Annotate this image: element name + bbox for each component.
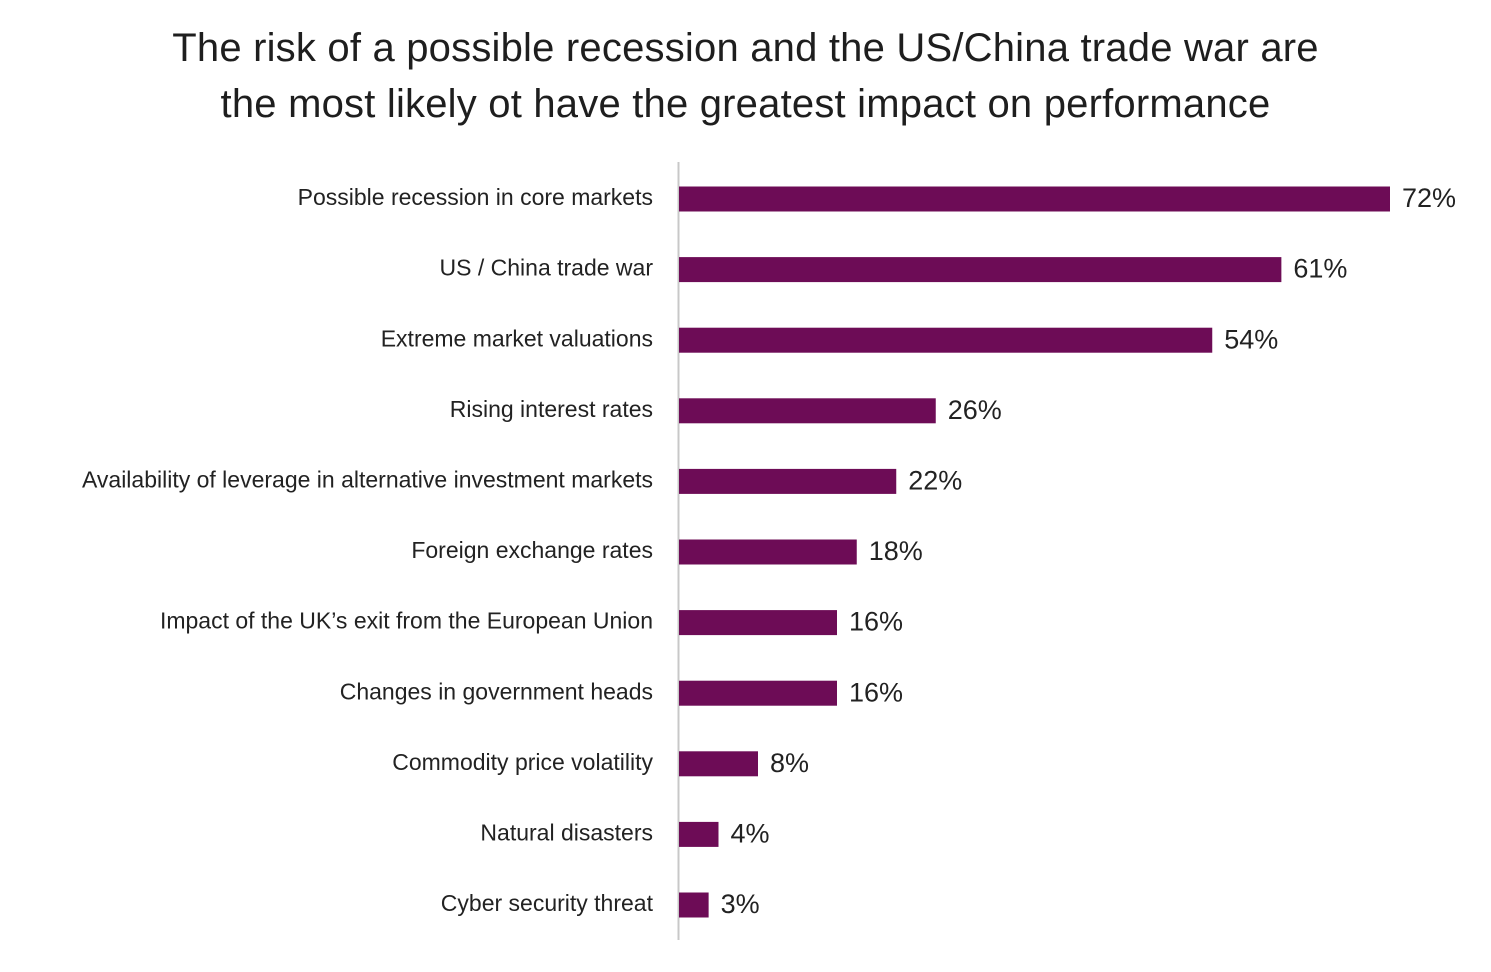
category-label-4: Rising interest rates xyxy=(450,396,653,422)
category-labels-group: Possible recession in core markets US / C… xyxy=(82,184,654,916)
value-label-7: 16% xyxy=(849,607,903,637)
value-labels-group: 72% 61% 54% 26% 22% 18% 16% 16% 8% 4% 3% xyxy=(721,183,1456,919)
bar-8 xyxy=(679,680,837,706)
bars-group xyxy=(679,186,1390,918)
bar-2 xyxy=(679,257,1282,283)
chart-title-line-1: The risk of a possible recession and the… xyxy=(172,26,1319,70)
value-label-1: 72% xyxy=(1402,183,1456,213)
value-label-10: 4% xyxy=(731,819,770,849)
category-label-7: Impact of the UK’s exit from the Europea… xyxy=(160,608,653,634)
bar-6 xyxy=(679,539,857,565)
category-label-2: US / China trade war xyxy=(440,255,654,281)
category-label-3: Extreme market valuations xyxy=(381,325,653,351)
category-label-11: Cyber security threat xyxy=(441,890,654,916)
category-label-6: Foreign exchange rates xyxy=(411,537,653,563)
value-label-9: 8% xyxy=(770,748,809,778)
bar-10 xyxy=(679,821,719,847)
value-label-2: 61% xyxy=(1293,254,1347,284)
value-label-3: 54% xyxy=(1224,324,1278,354)
bar-7 xyxy=(679,610,837,636)
bar-11 xyxy=(679,892,709,918)
bar-3 xyxy=(679,327,1213,353)
bar-5 xyxy=(679,468,897,494)
category-label-8: Changes in government heads xyxy=(340,678,653,704)
value-label-5: 22% xyxy=(908,466,962,496)
category-label-10: Natural disasters xyxy=(480,819,653,845)
chart-title-line-2: the most likely ot have the greatest imp… xyxy=(220,82,1271,126)
value-label-4: 26% xyxy=(948,395,1002,425)
value-label-8: 16% xyxy=(849,677,903,707)
value-label-11: 3% xyxy=(721,889,760,919)
value-label-6: 18% xyxy=(869,536,923,566)
bar-1 xyxy=(679,186,1390,212)
bar-4 xyxy=(679,398,936,424)
bar-9 xyxy=(679,751,758,777)
chart-title: The risk of a possible recession and the… xyxy=(0,20,1491,132)
category-label-5: Availability of leverage in alternative … xyxy=(82,466,653,492)
category-label-1: Possible recession in core markets xyxy=(298,184,653,210)
category-label-9: Commodity price volatility xyxy=(392,749,653,775)
